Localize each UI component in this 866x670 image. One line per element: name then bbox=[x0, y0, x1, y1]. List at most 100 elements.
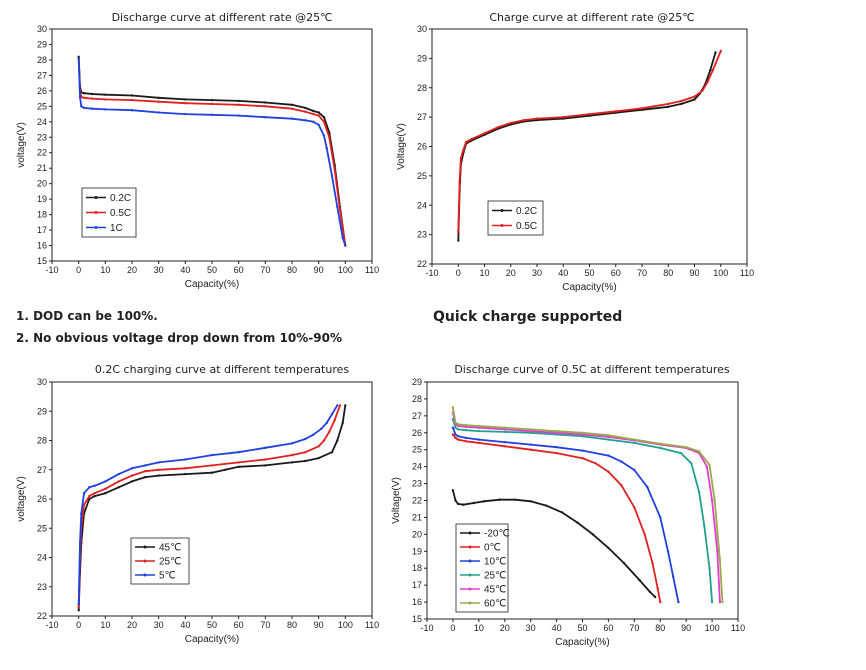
x-tick-label: 50 bbox=[584, 268, 594, 278]
y-tick-label: 26 bbox=[37, 494, 47, 504]
x-tick-label: 40 bbox=[180, 620, 190, 630]
y-tick-label: 28 bbox=[37, 436, 47, 446]
legend-marker bbox=[468, 573, 472, 577]
data-point bbox=[496, 126, 499, 129]
data-point bbox=[290, 107, 294, 110]
x-tick-label: 80 bbox=[287, 620, 297, 630]
data-point bbox=[317, 114, 320, 117]
data-point bbox=[464, 424, 468, 427]
data-point bbox=[304, 437, 307, 441]
data-point bbox=[333, 418, 336, 422]
legend-marker bbox=[94, 196, 98, 199]
data-point bbox=[90, 107, 94, 110]
data-point bbox=[144, 470, 147, 473]
x-tick-label: 20 bbox=[127, 620, 137, 630]
x-tick-label: -10 bbox=[425, 268, 438, 278]
data-point bbox=[93, 492, 96, 495]
data-point bbox=[237, 465, 240, 468]
data-point bbox=[82, 92, 86, 95]
y-tick-label: 27 bbox=[37, 465, 47, 475]
x-tick-label: 10 bbox=[100, 265, 110, 275]
x-tick-label: 70 bbox=[629, 623, 639, 633]
data-point bbox=[643, 533, 646, 536]
x-tick-label: 30 bbox=[532, 268, 542, 278]
data-point bbox=[464, 425, 468, 429]
data-point bbox=[581, 457, 584, 460]
data-point bbox=[667, 105, 670, 109]
data-point bbox=[82, 96, 86, 100]
data-point bbox=[529, 429, 532, 433]
no-drop-note: 2. No obvious voltage drop down from 10%… bbox=[16, 331, 342, 345]
discharge-temp-plot: Discharge curve of 0.5C at different tem… bbox=[391, 363, 745, 648]
y-tick-label: 28 bbox=[412, 394, 422, 404]
x-tick-label: 20 bbox=[127, 265, 137, 275]
legend-box bbox=[487, 200, 544, 236]
data-point bbox=[451, 426, 455, 429]
data-point bbox=[336, 439, 339, 442]
legend-label: 45℃ bbox=[484, 585, 506, 596]
data-point bbox=[503, 426, 506, 429]
data-point bbox=[317, 111, 320, 114]
x-tick-label: 110 bbox=[365, 265, 379, 275]
data-point bbox=[451, 489, 455, 492]
legend-box bbox=[455, 523, 509, 613]
legend-label: 10℃ bbox=[484, 557, 506, 568]
data-point bbox=[706, 80, 709, 84]
y-tick-label: 30 bbox=[37, 24, 47, 34]
legend-marker bbox=[500, 224, 504, 227]
data-point bbox=[451, 406, 455, 409]
data-point bbox=[640, 107, 644, 110]
data-point bbox=[607, 546, 610, 550]
y-tick-label: 24 bbox=[417, 200, 427, 210]
data-point bbox=[157, 96, 160, 100]
x-tick-label: 70 bbox=[260, 620, 270, 630]
data-point bbox=[697, 450, 701, 453]
y-tick-label: 26 bbox=[412, 428, 422, 438]
data-point bbox=[157, 474, 160, 477]
data-point bbox=[237, 461, 240, 464]
data-point bbox=[210, 471, 214, 474]
discharge-temp-chart: Discharge curve of 0.5C at different tem… bbox=[391, 355, 840, 665]
data-point bbox=[264, 446, 267, 449]
x-tick-label: 80 bbox=[655, 623, 665, 633]
x-tick-label: 60 bbox=[611, 268, 621, 278]
series-line-1c bbox=[77, 58, 347, 246]
data-point bbox=[317, 445, 320, 448]
x-tick-label: 60 bbox=[603, 623, 613, 633]
series-5 bbox=[77, 404, 339, 606]
data-point bbox=[656, 587, 659, 590]
x-tick-label: 110 bbox=[365, 620, 379, 630]
data-point bbox=[210, 464, 214, 467]
data-point bbox=[659, 446, 662, 450]
data-point bbox=[157, 100, 160, 103]
data-point bbox=[457, 239, 460, 242]
data-point bbox=[130, 98, 134, 102]
data-point bbox=[714, 51, 717, 54]
data-point bbox=[264, 464, 267, 467]
data-point bbox=[80, 512, 83, 515]
data-point bbox=[456, 435, 460, 438]
x-tick-label: 90 bbox=[314, 620, 324, 630]
data-point bbox=[130, 109, 134, 112]
y-tick-label: 29 bbox=[37, 39, 47, 49]
data-point bbox=[464, 440, 468, 443]
y-tick-label: 30 bbox=[417, 24, 427, 34]
data-point bbox=[620, 460, 623, 463]
data-point bbox=[157, 468, 160, 471]
y-tick-label: 22 bbox=[37, 611, 47, 621]
x-tick-label: 70 bbox=[637, 268, 647, 278]
x-tick-label: 0 bbox=[450, 623, 455, 633]
y-tick-label: 25 bbox=[37, 101, 47, 111]
data-point bbox=[322, 134, 326, 137]
data-point bbox=[620, 484, 623, 487]
data-point bbox=[581, 435, 584, 438]
data-point bbox=[576, 521, 579, 524]
x-axis-label: Capacity(%) bbox=[555, 637, 609, 648]
data-point bbox=[264, 101, 267, 104]
data-point bbox=[341, 236, 344, 239]
data-point bbox=[672, 575, 675, 578]
data-point bbox=[144, 464, 147, 467]
y-axis-label: Voltage(V) bbox=[391, 477, 402, 524]
x-tick-label: 80 bbox=[287, 265, 297, 275]
data-point bbox=[325, 146, 328, 150]
